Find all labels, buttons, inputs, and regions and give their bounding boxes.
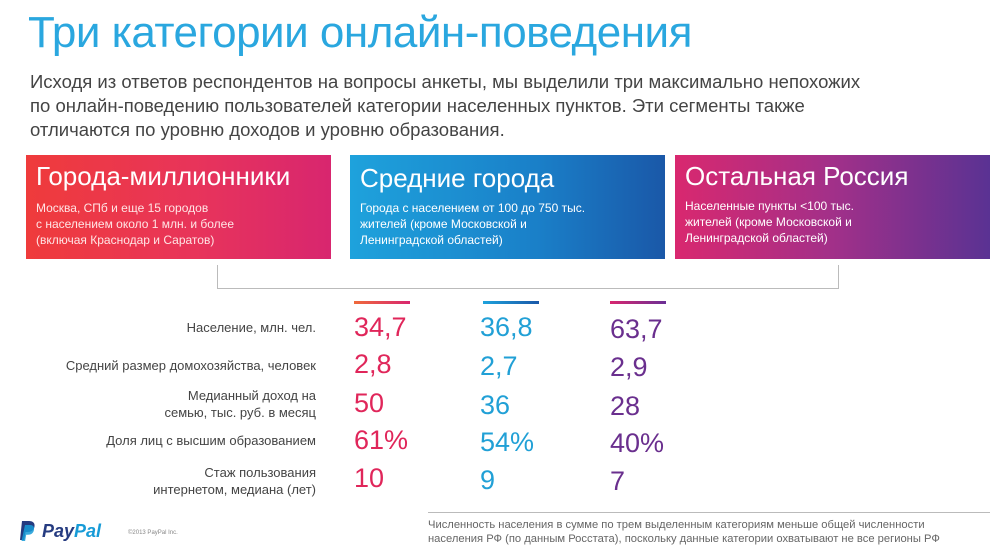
value-medium-cities: 54%	[480, 427, 535, 457]
value-rest-of-russia: 40%	[610, 428, 665, 458]
value-medium-cities: 2,7	[480, 351, 518, 381]
metric-label-internet-experience: Стаж пользования интернетом, медиана (ле…	[153, 465, 316, 497]
metric-label-median-income: Медианный доход на семью, тыс. руб. в ме…	[164, 388, 316, 420]
value-rest-of-russia: 63,7	[610, 314, 663, 344]
column-accent-bar	[483, 301, 539, 304]
segment-rest-of-russia: Остальная Россия Населенные пункты <100 …	[675, 155, 990, 259]
value-million-cities: 50	[354, 388, 385, 418]
copyright-text: ©2013 PayPal Inc.	[128, 530, 178, 536]
segment-million-cities: Города-миллионники Москва, СПб и еще 15 …	[26, 155, 331, 259]
column-accent-bar	[354, 301, 410, 304]
segment-title: Остальная Россия	[685, 161, 909, 191]
value-medium-cities: 36	[480, 390, 511, 420]
value-medium-cities: 9	[480, 465, 496, 495]
metric-label-population: Население, млн. чел.	[186, 320, 316, 335]
page-title: Три категории онлайн-поведения	[28, 8, 692, 57]
value-million-cities: 61%	[354, 425, 409, 455]
value-rest-of-russia: 28	[610, 391, 641, 421]
segment-description: Населенные пункты <100 тыс. жителей (кро…	[685, 199, 854, 245]
footnote-divider	[428, 512, 990, 513]
paypal-mark-icon	[20, 521, 35, 541]
segment-title: Средние города	[360, 163, 555, 193]
metric-label-higher-education: Доля лиц с высшим образованием	[106, 433, 316, 448]
column-accent-bar	[610, 301, 666, 304]
footnote: Численность населения в сумме по трем вы…	[428, 519, 940, 545]
metric-label-household-size: Средний размер домохозяйства, человек	[65, 358, 316, 373]
value-million-cities: 34,7	[354, 312, 407, 342]
value-rest-of-russia: 7	[610, 466, 626, 496]
segment-medium-cities: Средние города Города с населением от 10…	[350, 155, 665, 259]
value-rest-of-russia: 2,9	[610, 352, 648, 382]
bracket-connector	[217, 265, 839, 289]
segment-title: Города-миллионники	[36, 161, 291, 191]
value-million-cities: 10	[354, 463, 385, 493]
value-million-cities: 2,8	[354, 349, 392, 379]
paypal-wordmark: PayPal	[42, 520, 102, 541]
segment-description: Москва, СПб и еще 15 городов с население…	[36, 201, 235, 247]
value-medium-cities: 36,8	[480, 312, 533, 342]
segment-description: Города с населением от 100 до 750 тыс. ж…	[360, 201, 586, 247]
intro-text: Исходя из ответов респондентов на вопрос…	[30, 71, 861, 140]
paypal-logo: PayPal	[18, 520, 101, 542]
